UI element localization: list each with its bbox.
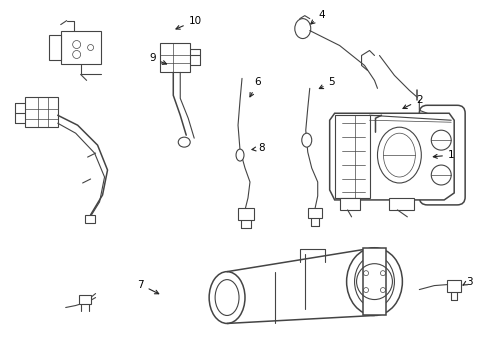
- Polygon shape: [330, 113, 454, 200]
- Text: 7: 7: [137, 280, 159, 294]
- Text: 5: 5: [319, 77, 335, 89]
- Polygon shape: [390, 198, 415, 210]
- Polygon shape: [238, 208, 254, 220]
- Polygon shape: [308, 208, 322, 218]
- Ellipse shape: [431, 165, 451, 185]
- Polygon shape: [447, 280, 461, 292]
- Ellipse shape: [346, 248, 402, 315]
- Polygon shape: [49, 35, 61, 60]
- Polygon shape: [25, 97, 58, 127]
- Polygon shape: [363, 248, 387, 315]
- Polygon shape: [85, 215, 95, 223]
- Ellipse shape: [236, 149, 244, 161]
- Ellipse shape: [209, 272, 245, 323]
- Text: 9: 9: [149, 54, 167, 64]
- Text: 6: 6: [250, 77, 261, 97]
- Text: 8: 8: [252, 143, 265, 153]
- Text: 4: 4: [311, 10, 325, 24]
- Polygon shape: [340, 198, 360, 210]
- FancyBboxPatch shape: [419, 105, 465, 205]
- Text: 3: 3: [463, 276, 472, 287]
- Polygon shape: [61, 31, 100, 64]
- Polygon shape: [335, 115, 369, 198]
- Ellipse shape: [178, 137, 190, 147]
- Text: 2: 2: [403, 95, 423, 108]
- Text: 10: 10: [176, 15, 202, 29]
- Polygon shape: [78, 294, 91, 303]
- Polygon shape: [160, 42, 190, 72]
- Ellipse shape: [431, 130, 451, 150]
- Ellipse shape: [302, 133, 312, 147]
- Text: 1: 1: [433, 150, 455, 160]
